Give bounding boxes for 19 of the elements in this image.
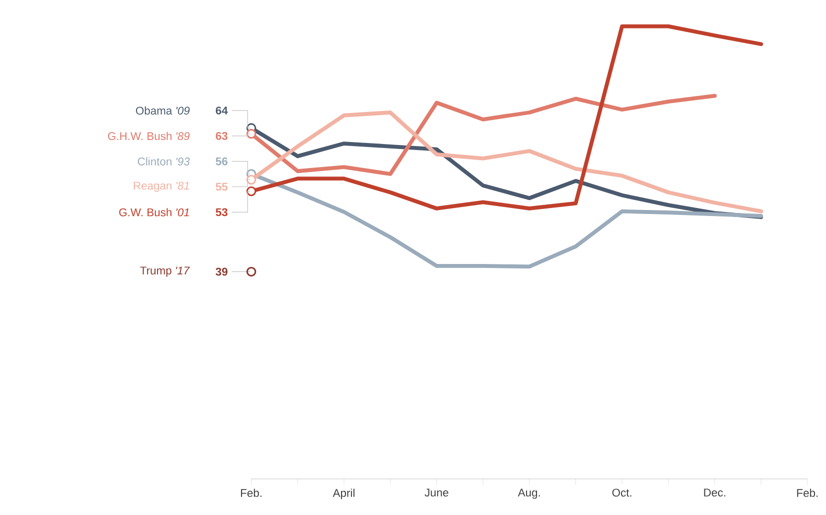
text: G.H.W. Bush '89 — [108, 132, 190, 140]
data-label: 55 — [216, 182, 228, 191]
text: G.W. Bush '01 — [119, 208, 189, 216]
text: Reagan '81 — [134, 182, 189, 192]
x-tick-label: Oct. — [612, 488, 632, 497]
x-tick-label: Feb. — [241, 488, 262, 497]
text: Obama '09 — [136, 106, 190, 115]
x-tick-label: Dec. — [704, 488, 726, 496]
text: Trump '17 — [140, 266, 190, 277]
data-label: 64 — [216, 106, 228, 114]
data-label: 63 — [216, 132, 228, 140]
x-tick-label: Feb. — [797, 488, 818, 497]
data-label: 53 — [216, 208, 228, 216]
x-tick-label: June — [424, 488, 448, 496]
x-tick-label: Aug. — [518, 488, 540, 499]
data-label: 39 — [216, 268, 228, 276]
text: Clinton '93 — [138, 157, 190, 166]
x-tick-label: April — [332, 488, 354, 500]
data-label: 56 — [216, 157, 228, 166]
